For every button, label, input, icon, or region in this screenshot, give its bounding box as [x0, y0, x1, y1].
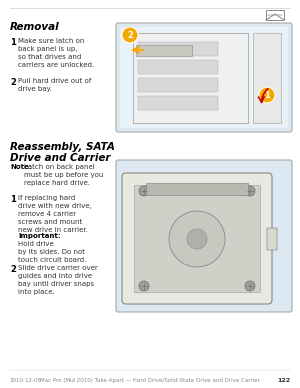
Bar	[138, 96, 218, 110]
Bar	[253, 33, 281, 123]
FancyBboxPatch shape	[136, 45, 191, 55]
Bar	[133, 33, 248, 123]
Text: Slide drive carrier over
guides and into drive
bay until driver snaps
into place: Slide drive carrier over guides and into…	[18, 265, 98, 295]
Circle shape	[169, 211, 225, 267]
Text: 1: 1	[10, 38, 16, 47]
Bar	[120, 164, 288, 308]
Text: Reassembly, SATA: Reassembly, SATA	[10, 142, 115, 152]
Text: 2: 2	[127, 31, 133, 40]
Bar	[138, 78, 218, 92]
Text: Note:: Note:	[10, 164, 32, 170]
Bar	[120, 27, 288, 128]
Text: Removal: Removal	[10, 22, 60, 32]
FancyBboxPatch shape	[116, 160, 292, 312]
FancyBboxPatch shape	[116, 23, 292, 132]
Circle shape	[245, 281, 255, 291]
Text: 1: 1	[264, 90, 270, 99]
Text: 2: 2	[10, 265, 16, 274]
Text: If replacing hard
drive with new drive,
remove 4 carrier
screws and mount
new dr: If replacing hard drive with new drive, …	[18, 195, 92, 233]
Bar	[146, 183, 248, 195]
Bar	[138, 42, 218, 56]
FancyBboxPatch shape	[122, 173, 272, 304]
Text: Latch on back panel
must be up before you
replace hard drive.: Latch on back panel must be up before yo…	[24, 164, 103, 186]
Text: Make sure latch on
back panel is up,
so that drives and
carriers are unlocked.: Make sure latch on back panel is up, so …	[18, 38, 94, 68]
Bar	[134, 185, 260, 292]
Text: Hold drive
by its sides. Do not
touch circuit board.: Hold drive by its sides. Do not touch ci…	[18, 241, 86, 263]
Text: 2010-12-06: 2010-12-06	[10, 378, 42, 383]
Circle shape	[187, 229, 207, 249]
Circle shape	[245, 186, 255, 196]
Circle shape	[139, 186, 149, 196]
Text: Important:: Important:	[18, 233, 61, 239]
Text: 2: 2	[10, 78, 16, 87]
Circle shape	[259, 87, 275, 103]
FancyBboxPatch shape	[267, 228, 277, 250]
Bar	[138, 60, 218, 74]
Text: Drive and Carrier: Drive and Carrier	[10, 153, 110, 163]
Circle shape	[139, 281, 149, 291]
Text: 122: 122	[277, 378, 290, 383]
Text: 1: 1	[10, 195, 16, 204]
Text: Mac Pro (Mid 2010) Take Apart — Hard Drive/Solid-State Drive and Drive Carrier: Mac Pro (Mid 2010) Take Apart — Hard Dri…	[40, 378, 260, 383]
Text: Pull hard drive out of
drive bay.: Pull hard drive out of drive bay.	[18, 78, 91, 92]
Circle shape	[122, 27, 138, 43]
FancyBboxPatch shape	[266, 10, 284, 20]
